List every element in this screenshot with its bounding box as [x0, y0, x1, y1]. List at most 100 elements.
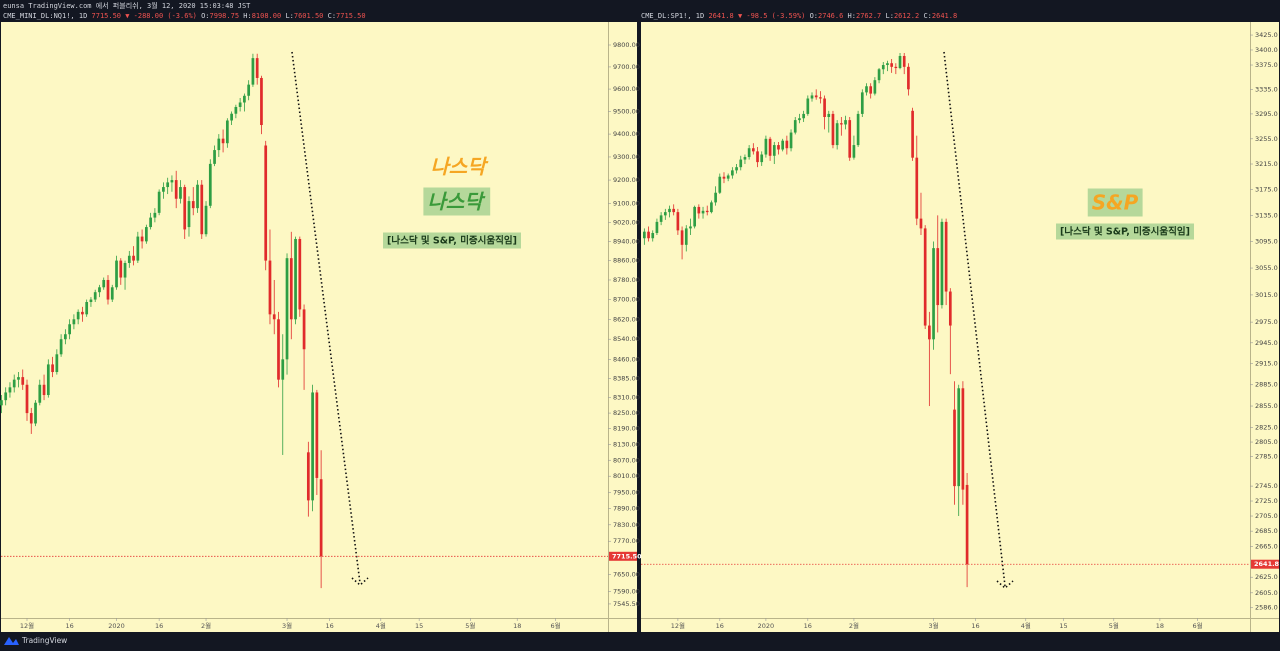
x-tick-label: 2020 [758, 622, 775, 630]
candle-body [907, 66, 910, 90]
y-tick-label: 8310.00 [613, 394, 640, 402]
y-tick-label: 8010.00 [613, 472, 640, 480]
y-tick-label: 9500.00 [613, 107, 640, 115]
y-tick-label: 2605.0 [1255, 589, 1278, 597]
candle-body [251, 58, 255, 85]
candle-body [204, 205, 208, 235]
candle-body [944, 221, 948, 292]
x-tick-label: 15 [1059, 622, 1067, 630]
candle-body [777, 145, 780, 150]
candle-body [953, 409, 956, 487]
candle-body [772, 145, 776, 156]
candle-body [311, 392, 314, 501]
price-label-bg [1251, 559, 1279, 569]
candle-body [856, 113, 860, 146]
price-label: 7715.50 [612, 552, 642, 560]
y-tick-label: 8130.00 [613, 440, 640, 448]
candle-body [651, 232, 655, 239]
x-tick-label: 6월 [551, 621, 561, 630]
candle-body [877, 69, 881, 81]
candle-body [264, 145, 268, 261]
candle-body [739, 159, 743, 168]
y-tick-label: 3015.0 [1255, 291, 1278, 299]
legend: CME_MINI_DL:NQ1!, 1D 7715.50 ▼ -288.00 (… [3, 12, 366, 20]
candle-body [315, 392, 319, 478]
candle-body [200, 184, 204, 235]
candle-body [747, 148, 751, 158]
legend-key: O: [201, 12, 209, 20]
candle-body [29, 413, 33, 424]
y-tick-label: 8860.00 [613, 257, 640, 265]
y-tick-label: 9700.00 [613, 63, 640, 71]
y-tick-label: 2586.0 [1255, 604, 1278, 612]
y-tick-label: 3215.0 [1255, 160, 1278, 168]
candle-body [827, 113, 831, 118]
candle-body [663, 212, 667, 216]
candle-body [860, 92, 864, 114]
candle-body [643, 231, 646, 239]
y-tick-label: 3400.0 [1255, 46, 1278, 54]
candle-body [806, 98, 810, 114]
y-tick-label: 3135.0 [1255, 211, 1278, 219]
legend-value: 2746.6 [818, 12, 843, 20]
candle-body [106, 279, 110, 300]
candle-body [17, 377, 20, 380]
annotation: 나스닥 [430, 155, 489, 179]
candle-body [213, 150, 216, 164]
y-tick-label: 9400.00 [613, 130, 640, 138]
logo-text: TradingView [21, 636, 67, 645]
legend-value: 2641.8 [932, 12, 957, 20]
y-tick-label: 2725.0 [1255, 497, 1278, 505]
candle-body [68, 324, 71, 335]
candle-body [898, 55, 902, 69]
y-tick-label: 8385.00 [613, 374, 640, 382]
candle-body [234, 106, 238, 114]
candle-body [64, 334, 67, 340]
y-tick-label: 8940.00 [613, 237, 640, 245]
chart: CME_MINI_DL:NQ1!, 1D 7715.50 ▼ -288.00 (… [0, 12, 642, 630]
candle-body [831, 113, 835, 146]
legend-key: L: [285, 12, 293, 20]
candle-body [170, 180, 174, 183]
legend-change: 7715.50 ▼ -288.00 (-3.6%) [92, 12, 197, 20]
y-tick-label: 7950.00 [613, 488, 640, 496]
candle-body [701, 210, 705, 214]
candle-body [668, 208, 671, 213]
candle-body [294, 238, 297, 320]
x-tick-label: 16 [326, 622, 334, 630]
candle-body [932, 248, 935, 340]
y-tick-label: 8070.00 [613, 456, 640, 464]
y-tick-label: 8700.00 [613, 296, 640, 304]
candle-body [840, 123, 843, 125]
candle-body [162, 187, 165, 192]
y-tick-label: 7890.00 [613, 504, 640, 512]
y-tick-label: 2745.0 [1255, 482, 1278, 490]
candle-body [697, 206, 701, 214]
y-tick-label: 9800.00 [613, 41, 640, 49]
candle-body [819, 97, 822, 99]
candle-body [89, 299, 93, 303]
y-tick-label: 8190.00 [613, 425, 640, 433]
x-tick-label: 16 [716, 622, 724, 630]
y-tick-label: 2705.0 [1255, 512, 1278, 520]
annotation-box [1087, 188, 1143, 217]
y-tick-label: 8540.00 [613, 335, 640, 343]
candle-body [743, 157, 747, 160]
candle-body [119, 260, 123, 278]
candle-body [72, 319, 76, 325]
publish-header: eunsa TradingView.com 에서 퍼블리쉬, 3월 12, 20… [3, 1, 251, 10]
y-tick-label: 3095.0 [1255, 238, 1278, 246]
y-tick-label: 2975.0 [1255, 318, 1278, 326]
pane-bg [1, 22, 637, 632]
annotation-box [1056, 223, 1194, 240]
y-tick-label: 9200.00 [613, 176, 640, 184]
candle-body [46, 364, 50, 396]
candle-body [8, 387, 12, 393]
candle-body [835, 123, 839, 146]
y-tick-label: 2885.0 [1255, 381, 1278, 389]
legend-value: 7998.75 [210, 12, 240, 20]
candle-body [731, 170, 734, 176]
chart: CME_DL:SP1!, 1D 2641.8 ▼ -98.5 (-3.59%) … [641, 12, 1280, 630]
y-tick-label: 3295.0 [1255, 110, 1278, 118]
